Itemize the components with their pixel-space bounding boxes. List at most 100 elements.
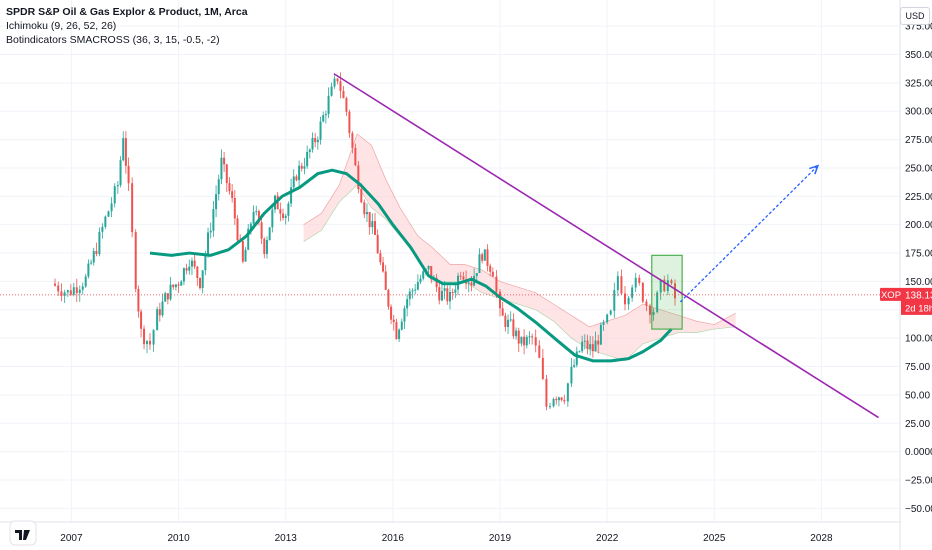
candle-body — [624, 293, 626, 305]
candle-body — [395, 322, 398, 340]
candle-body — [382, 262, 385, 272]
candle-body — [631, 287, 634, 298]
candle-body — [244, 249, 247, 262]
candle-body — [599, 324, 602, 345]
candle-body — [84, 276, 87, 287]
candle-body — [634, 277, 637, 288]
symbol-tag-bg — [880, 287, 902, 301]
candle-body — [333, 78, 336, 87]
candle-body — [110, 203, 113, 212]
candle-body — [298, 165, 301, 181]
candle-body — [475, 273, 478, 276]
candle-body — [499, 291, 501, 309]
candle-body — [573, 365, 576, 367]
candle-body — [247, 228, 250, 250]
candle-body — [435, 277, 438, 288]
candle-body — [363, 202, 366, 215]
candle-body — [174, 284, 177, 288]
x-tick-label: 2025 — [703, 533, 726, 544]
candle-body — [563, 400, 566, 402]
candle-body — [422, 271, 425, 279]
candle-body — [549, 406, 551, 408]
candle-body — [156, 309, 159, 331]
candle-body — [69, 290, 72, 295]
candle-body — [101, 226, 104, 232]
ichimoku-legend[interactable]: Ichimoku (9, 26, 52, 26) — [6, 20, 117, 32]
candle-body — [641, 282, 644, 302]
candle-body — [656, 292, 659, 313]
candle-body — [616, 276, 619, 291]
candle-body — [645, 301, 648, 306]
candle-body — [379, 253, 382, 263]
candle-body — [324, 114, 327, 116]
candle-body — [467, 282, 470, 284]
chart-legend: SPDR S&P Oil & Gas Explor & Product, 1M,… — [6, 5, 248, 47]
candle-body — [231, 191, 234, 199]
y-tick-label: 375.00 — [905, 22, 932, 33]
candle-body — [98, 231, 101, 255]
candle-body — [204, 254, 207, 271]
logo-badge — [9, 520, 37, 546]
candle-body — [348, 111, 351, 134]
candle-body — [279, 209, 282, 214]
candle-body — [419, 278, 422, 283]
candle-body — [87, 263, 90, 277]
candle-body — [416, 282, 419, 290]
candle-body — [459, 275, 462, 277]
candle-body — [336, 78, 339, 82]
candle-body — [72, 287, 75, 295]
candle-body — [462, 276, 465, 280]
candle-body — [525, 336, 528, 346]
candle-body — [287, 203, 290, 216]
smacross-legend[interactable]: Botindicators SMACROSS (36, 3, 15, -0.5,… — [6, 34, 220, 46]
candle-body — [507, 319, 510, 328]
candle-body — [306, 151, 309, 167]
trendline — [333, 73, 879, 419]
candle-body — [104, 216, 107, 227]
candle-body — [411, 290, 414, 292]
candle-body — [78, 289, 81, 294]
candle-body — [414, 289, 417, 291]
candle-body — [486, 249, 489, 266]
candle-body — [515, 330, 518, 337]
candle-body — [131, 183, 134, 233]
y-tick-label: 50.00 — [905, 390, 930, 401]
candle-body — [406, 299, 409, 309]
x-tick-label: 2022 — [596, 533, 619, 544]
price-tag-value: 138.13 — [905, 290, 932, 301]
candle-body — [345, 98, 348, 112]
candle-body — [249, 223, 252, 229]
y-tick-label: 25.00 — [905, 419, 930, 430]
symbol-title[interactable]: SPDR S&P Oil & Gas Explor & Product, 1M,… — [6, 6, 248, 18]
candle-body — [509, 319, 512, 321]
candle-body — [440, 291, 443, 301]
candle-body — [339, 81, 342, 91]
candle-body — [63, 292, 66, 296]
candle-body — [387, 289, 390, 307]
candle-body — [75, 287, 78, 294]
candle-body — [255, 211, 258, 213]
x-tick-label: 2016 — [382, 533, 405, 544]
candle-body — [606, 314, 609, 323]
candle-body — [284, 215, 287, 218]
candle-body — [534, 337, 537, 346]
candle-body — [663, 279, 666, 292]
candle-body — [666, 280, 669, 292]
candle-body — [670, 280, 673, 284]
candle-body — [252, 211, 255, 224]
candle-body — [560, 397, 563, 401]
candle-body — [520, 336, 523, 344]
projection-line — [679, 165, 819, 303]
candle-body — [583, 340, 586, 342]
x-tick-label: 2007 — [60, 533, 83, 544]
candle-body — [66, 290, 69, 293]
candle-body — [233, 198, 236, 219]
y-tick-label: 150.00 — [905, 277, 932, 288]
candle-body — [146, 340, 149, 345]
candle-body — [586, 340, 589, 349]
candle-body — [193, 260, 196, 267]
currency-button[interactable]: USD — [900, 7, 930, 25]
candle-body — [552, 398, 555, 407]
